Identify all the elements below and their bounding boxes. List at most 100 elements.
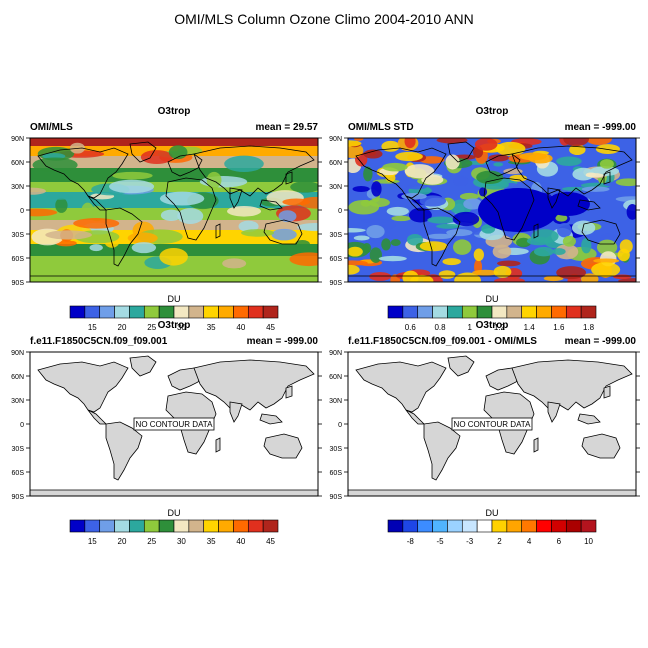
panel-left-label: OMI/MLS STD	[348, 122, 414, 133]
lat-tick-label: 90N	[329, 350, 342, 357]
lat-tick-label: 90N	[11, 350, 24, 357]
map-area: 90N 60N 30N 0 30S 60S 90S	[11, 136, 322, 287]
colorbar-swatch	[143, 305, 160, 319]
lat-tick-label: 60S	[12, 256, 25, 263]
panel-mean-label: mean = 29.57	[255, 122, 318, 133]
colorbar-tick-label: 35	[207, 537, 216, 546]
colorbar-swatch	[402, 305, 419, 319]
colorbar-tick-label: 1.8	[583, 323, 595, 332]
colorbar-tick-label: 45	[266, 323, 275, 332]
lat-tick-label: 90N	[11, 136, 24, 143]
colorbar-tick-label: 40	[236, 323, 245, 332]
colorbar-swatch	[247, 305, 264, 319]
panel-left-label: f.e11.F1850C5CN.f09_f09.001	[30, 336, 168, 347]
colorbar-tick-label: 1	[467, 323, 472, 332]
lat-tick-label: 90S	[330, 494, 343, 501]
colorbar-swatch	[461, 305, 478, 319]
colorbar-tick-label: -3	[466, 537, 474, 546]
colorbar-swatch	[218, 305, 234, 319]
colorbar-tick-label: 0.8	[434, 323, 446, 332]
colorbar-swatch	[551, 519, 567, 533]
colorbar-swatch	[447, 305, 463, 319]
colorbar-tick-label: 6	[557, 537, 562, 546]
lat-tick-label: 60N	[11, 374, 24, 381]
colorbar-swatch	[491, 305, 508, 319]
lat-tick-label: 60S	[12, 470, 25, 477]
colorbar-swatch	[143, 519, 160, 533]
lat-tick-label: 30S	[12, 232, 25, 239]
lat-tick-label: 90S	[12, 494, 25, 501]
colorbar-tick-label: 15	[88, 323, 97, 332]
lat-tick-label: 60N	[11, 160, 24, 167]
colorbar-swatch	[203, 305, 219, 319]
colorbar-tick-label: 1.4	[524, 323, 536, 332]
colorbar-tick-label: 40	[236, 537, 245, 546]
lat-tick-label: 30N	[329, 398, 342, 405]
colorbar-tick-label: 15	[88, 537, 97, 546]
colorbar-swatch	[69, 305, 86, 319]
colorbar-tick-label: 20	[118, 323, 127, 332]
colorbar-unit-label: DU	[486, 294, 499, 304]
colorbar-swatch	[173, 519, 190, 533]
panel-title: O3trop	[158, 320, 191, 331]
colorbar-swatch	[114, 519, 130, 533]
panel-title: O3trop	[476, 320, 509, 331]
colorbar-swatch	[461, 519, 478, 533]
panel-p4: O3trop f.e11.F1850C5CN.f09_f09.001 - OMI/…	[329, 320, 640, 546]
colorbar-swatch	[402, 519, 419, 533]
panel-left-label: OMI/MLS	[30, 122, 73, 133]
colorbar-unit-label: DU	[168, 294, 181, 304]
colorbar-swatch	[476, 305, 493, 319]
colorbar-tick-label: 30	[177, 323, 186, 332]
figure-title: OMI/MLS Column Ozone Climo 2004-2010 ANN	[174, 11, 474, 27]
panel-p3: O3trop f.e11.F1850C5CN.f09_f09.001 mean = …	[11, 320, 322, 546]
colorbar-swatch	[387, 519, 404, 533]
lat-tick-label: 0	[338, 208, 342, 215]
colorbar-swatch	[521, 519, 537, 533]
colorbar-tick-label: 1.6	[553, 323, 565, 332]
lat-tick-label: 90S	[12, 280, 25, 287]
panel-mean-label: mean = -999.00	[565, 336, 637, 347]
panel-p1: O3trop OMI/MLS mean = 29.57 90N 60N 30N 0 30S 60…	[11, 106, 322, 332]
colorbar: -8 -5 -3 2 4 6 10	[387, 519, 597, 546]
colorbar-tick-label: 20	[118, 537, 127, 546]
colorbar-swatch	[506, 519, 523, 533]
panel-title: O3trop	[476, 106, 509, 117]
colorbar-swatch	[247, 519, 264, 533]
colorbar-swatch	[69, 519, 86, 533]
colorbar-tick-label: 2	[497, 537, 502, 546]
colorbar-swatch	[387, 305, 404, 319]
colorbar-tick-label: 35	[207, 323, 216, 332]
lat-tick-label: 0	[20, 422, 24, 429]
lat-tick-label: 30S	[12, 446, 25, 453]
lat-tick-label: 60S	[330, 470, 343, 477]
colorbar-swatch	[262, 519, 279, 533]
colorbar-swatch	[506, 305, 523, 319]
colorbar-swatch	[565, 305, 582, 319]
colorbar: 0.6 0.8 1 1.2 1.4 1.6 1.8	[387, 305, 597, 332]
colorbar-swatch	[99, 519, 115, 533]
colorbar-swatch	[203, 519, 219, 533]
colorbar-swatch	[84, 519, 101, 533]
colorbar-swatch	[233, 519, 249, 533]
colorbar-swatch	[129, 305, 145, 319]
lat-tick-label: 60S	[330, 256, 343, 263]
lat-tick-label: 30S	[330, 446, 343, 453]
panel-title: O3trop	[158, 106, 191, 117]
lat-tick-label: 30N	[11, 398, 24, 405]
lat-tick-label: 30N	[11, 184, 24, 191]
colorbar-swatch	[417, 519, 433, 533]
colorbar-swatch	[551, 305, 567, 319]
colorbar-tick-label: 25	[147, 537, 156, 546]
colorbar-swatch	[580, 305, 597, 319]
colorbar-swatch	[565, 519, 582, 533]
colorbar-tick-label: 45	[266, 537, 275, 546]
colorbar-swatch	[476, 519, 493, 533]
map-area: 90N 60N 30N 0 30S 60S 90S NO CONTOUR DATA	[11, 350, 322, 501]
colorbar-tick-label: 1.2	[494, 323, 506, 332]
lat-tick-label: 90N	[329, 136, 342, 143]
colorbar-swatch	[158, 519, 175, 533]
colorbar-swatch	[432, 519, 448, 533]
panel-mean-label: mean = -999.00	[247, 336, 319, 347]
colorbar-swatch	[262, 305, 279, 319]
